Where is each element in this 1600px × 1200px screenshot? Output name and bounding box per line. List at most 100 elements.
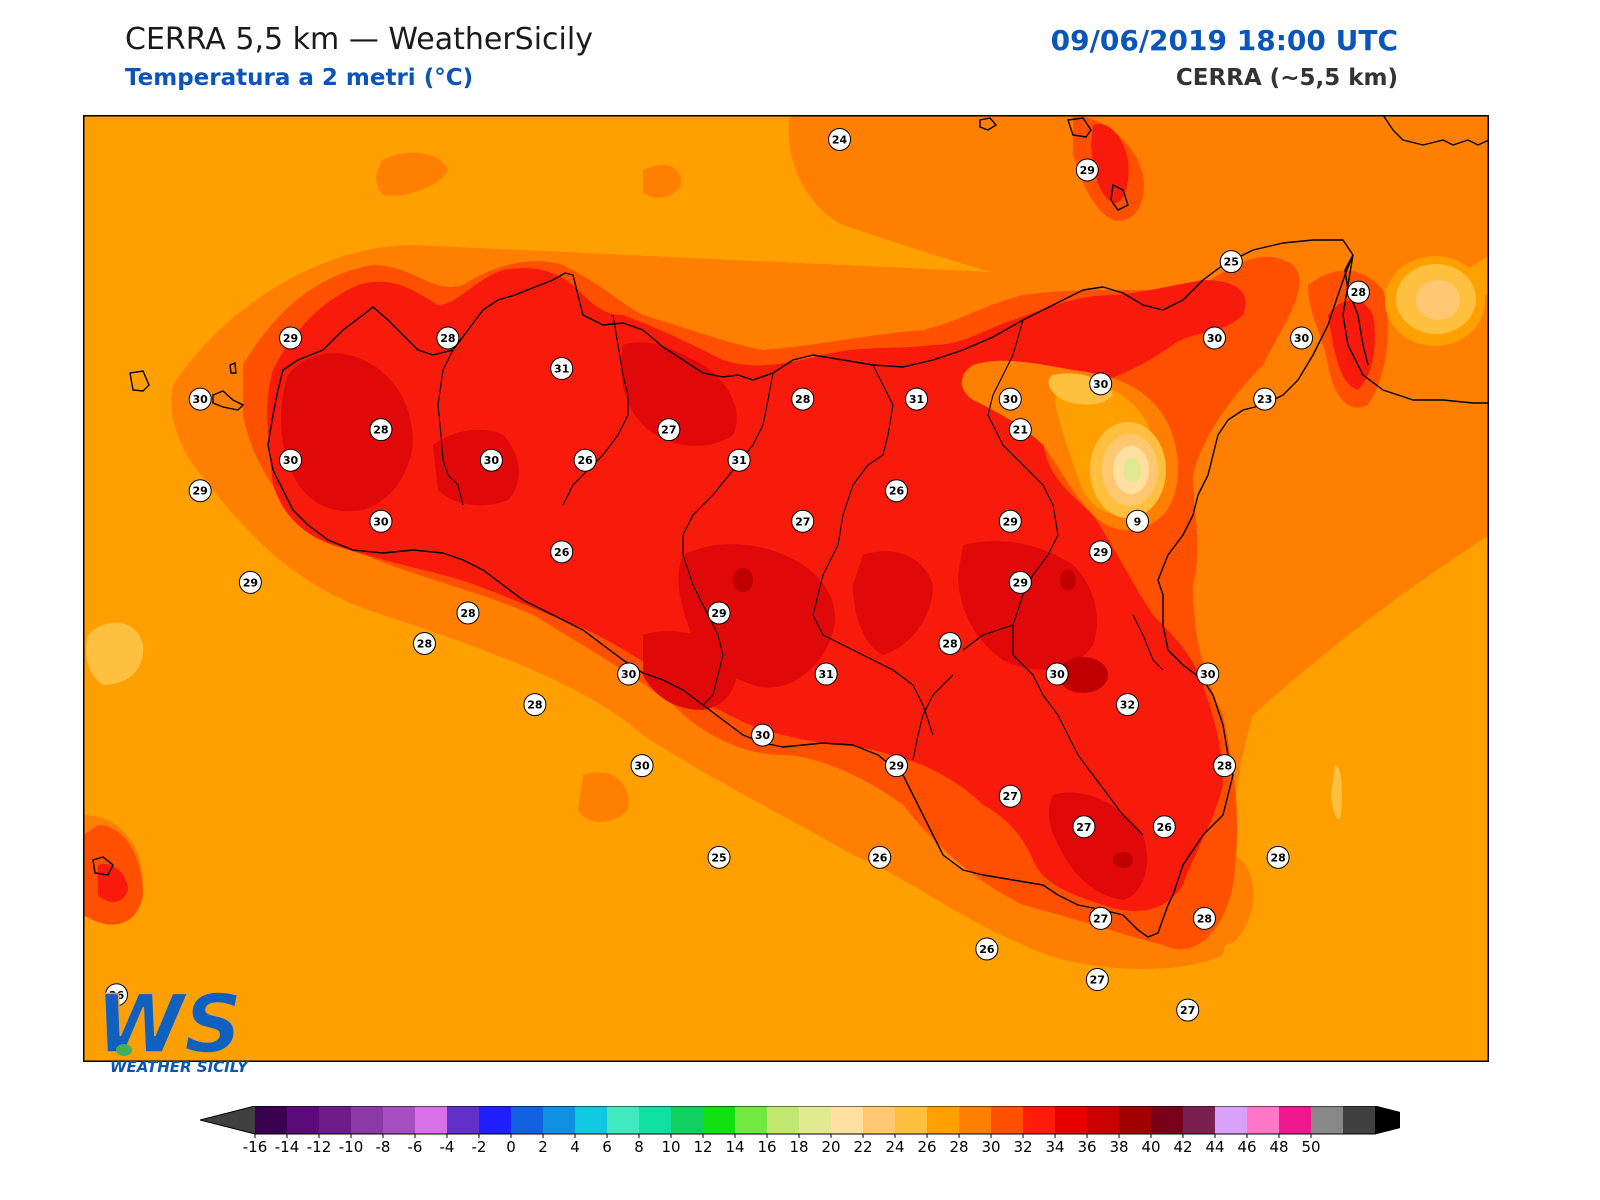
- temperature-label-value: 28: [1351, 286, 1366, 299]
- colorbar-swatch: [927, 1106, 959, 1134]
- temperature-label-marker: [1075, 158, 1099, 182]
- temperature-label: 30: [998, 387, 1022, 411]
- temperature-label-marker: [1085, 968, 1109, 992]
- colorbar-tick-label: 10: [661, 1138, 680, 1156]
- temperature-label: 29: [884, 754, 908, 778]
- temperature-label: 30: [279, 448, 303, 472]
- temperature-label-value: 29: [1093, 546, 1108, 559]
- temperature-label-value: 27: [1076, 821, 1091, 834]
- temperature-label-marker: [1008, 418, 1032, 442]
- temperature-label-marker: [479, 448, 503, 472]
- colorbar-swatch: [703, 1106, 735, 1134]
- temperature-label-marker: [1115, 693, 1139, 717]
- temperature-label-marker: [791, 509, 815, 533]
- temperature-label-value: 30: [283, 454, 299, 467]
- temperature-label-value: 29: [889, 760, 904, 773]
- temperature-label-marker: [1152, 815, 1176, 839]
- temperature-label: 30: [369, 509, 393, 533]
- temperature-label-marker: [630, 754, 654, 778]
- colorbar-swatch: [543, 1106, 575, 1134]
- temperature-label-value: 30: [755, 729, 771, 742]
- temperature-label: 28: [1192, 906, 1216, 930]
- temperature-label: 21: [1008, 418, 1032, 442]
- temperature-label-marker: [279, 326, 303, 350]
- temperature-label-value: 26: [1157, 821, 1173, 834]
- temperature-label-marker: [707, 845, 731, 869]
- temperature-label-marker: [1266, 845, 1290, 869]
- colorbar-tick-label: 42: [1173, 1138, 1192, 1156]
- colorbar-tick-label: 12: [693, 1138, 712, 1156]
- colorbar-tick-label: 6: [602, 1138, 612, 1156]
- temperature-label-marker: [104, 983, 128, 1007]
- temperature-label-marker: [814, 662, 838, 686]
- temperature-label-value: 30: [1050, 668, 1066, 681]
- temperature-label-value: 28: [417, 637, 432, 650]
- temperature-label-value: 30: [373, 515, 389, 528]
- colorbar-tick-label: 2: [538, 1138, 548, 1156]
- temperature-label: 29: [188, 479, 212, 503]
- temperature-label-marker: [828, 127, 852, 151]
- temperature-label: 26: [550, 540, 574, 564]
- temperature-label-marker: [1045, 662, 1069, 686]
- colorbar-swatch: [255, 1106, 287, 1134]
- temperature-label-marker: [1253, 387, 1277, 411]
- colorbar-tick-label: -16: [243, 1138, 268, 1156]
- temperature-label-marker: [573, 448, 597, 472]
- temperature-label: 28: [1346, 280, 1370, 304]
- temperature-label-marker: [707, 601, 731, 625]
- temperature-label-marker: [727, 448, 751, 472]
- model-label: CERRA (~5,5 km): [1175, 65, 1398, 91]
- temperature-label: 31: [727, 448, 751, 472]
- colorbar-tick-label: 32: [1013, 1138, 1032, 1156]
- temperature-label-marker: [1213, 754, 1237, 778]
- colorbar-swatch: [895, 1106, 927, 1134]
- colorbar-swatch: [1183, 1106, 1215, 1134]
- temperature-label-marker: [436, 326, 460, 350]
- temperature-label: 30: [1290, 326, 1314, 350]
- colorbar-swatch: [1119, 1106, 1151, 1134]
- temperature-label-marker: [1089, 372, 1113, 396]
- temperature-label-value: 26: [889, 485, 905, 498]
- colorbar-tick-label: 0: [506, 1138, 516, 1156]
- colorbar-swatch: [1311, 1106, 1343, 1134]
- temperature-label: 30: [1045, 662, 1069, 686]
- temperature-label-value: 30: [1200, 668, 1216, 681]
- temperature-label-value: 30: [1294, 332, 1310, 345]
- temperature-label-value: 27: [795, 515, 810, 528]
- temperature-label-marker: [412, 631, 436, 655]
- temperature-labels: 24 29 25 28 23 29 28 31 30 28 26 27 28 31 30 30 30 30 21 30…: [104, 127, 1370, 1022]
- logo-text: WEATHER SICILY: [110, 1058, 248, 1076]
- coastlines: [267, 115, 1489, 938]
- temperature-label: 27: [657, 418, 681, 442]
- temperature-label-marker: [188, 387, 212, 411]
- colorbar-tick-label: 30: [981, 1138, 1000, 1156]
- islands: [92, 117, 1129, 876]
- sea-cold-spot: [86, 622, 1342, 819]
- colorbar-swatch: [671, 1106, 703, 1134]
- temperature-label-marker: [188, 479, 212, 503]
- temperature-label-marker: [751, 723, 775, 747]
- temperature-label-marker: [975, 937, 999, 961]
- colorbar-tick-label: 14: [725, 1138, 744, 1156]
- colorbar-swatch: [319, 1106, 351, 1134]
- colorbar-tick-label: 16: [757, 1138, 776, 1156]
- temperature-label-value: 29: [283, 332, 298, 345]
- colorbar-swatch: [383, 1106, 415, 1134]
- temperature-label: 28: [523, 693, 547, 717]
- temperature-label: 32: [1115, 693, 1139, 717]
- colorbar-swatch: [1279, 1106, 1311, 1134]
- colorbar-tick-label: -12: [307, 1138, 332, 1156]
- temperature-label-marker: [1089, 906, 1113, 930]
- temperature-label-marker: [884, 754, 908, 778]
- colorbar-tick-label: -10: [339, 1138, 364, 1156]
- temperature-label-value: 26: [554, 546, 570, 559]
- colorbar-tick-label: 38: [1109, 1138, 1128, 1156]
- colorbar-swatch: [575, 1106, 607, 1134]
- temperature-label-value: 31: [731, 454, 746, 467]
- colorbar-swatch: [831, 1106, 863, 1134]
- temperature-label-value: 30: [621, 668, 637, 681]
- colorbar-tick-label: -8: [376, 1138, 391, 1156]
- temperature-label-marker: [456, 601, 480, 625]
- colorbar-swatch: [415, 1106, 447, 1134]
- temperature-label-value: 28: [1217, 760, 1232, 773]
